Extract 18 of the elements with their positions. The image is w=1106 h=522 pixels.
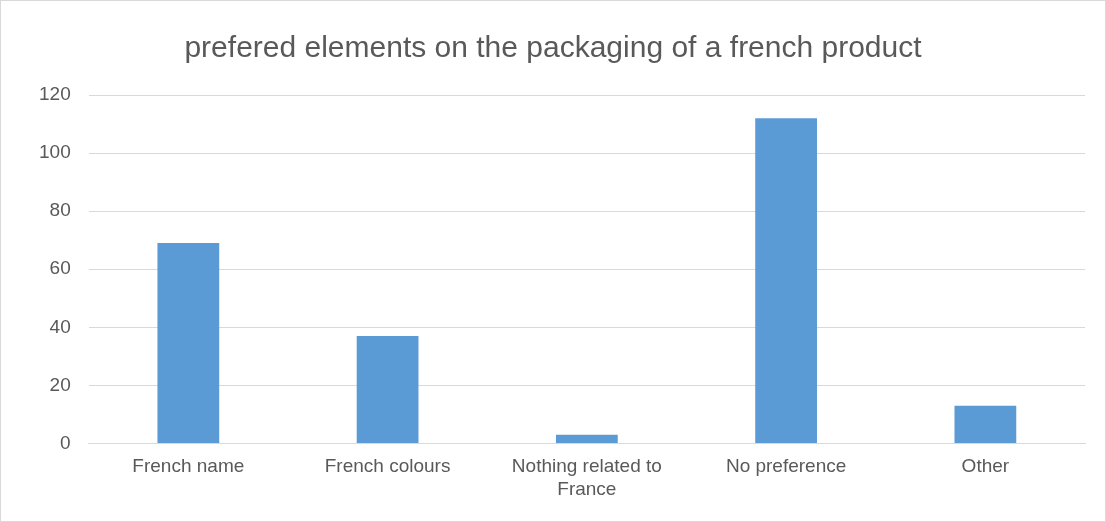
chart-title: prefered elements on the packaging of a french product <box>184 30 923 64</box>
y-tick-label: 120 <box>39 83 71 105</box>
y-tick-label: 40 <box>49 315 71 337</box>
x-tick-label: French colours <box>324 455 451 477</box>
bar <box>356 335 419 443</box>
x-tick-label: No preference <box>725 455 847 477</box>
y-tick-label: 80 <box>49 199 71 221</box>
y-tick-label: 20 <box>49 373 71 395</box>
x-tick-label: French name <box>132 455 245 477</box>
x-tick-label: Nothing related to France <box>511 455 662 499</box>
bar <box>954 405 1017 443</box>
y-tick-label: 100 <box>39 141 71 163</box>
x-tick-label: Other <box>961 455 1010 477</box>
bar <box>555 434 618 443</box>
y-tick-label: 0 <box>60 431 71 453</box>
bar <box>157 243 220 443</box>
bar <box>755 118 817 443</box>
y-tick-label: 60 <box>49 257 71 279</box>
